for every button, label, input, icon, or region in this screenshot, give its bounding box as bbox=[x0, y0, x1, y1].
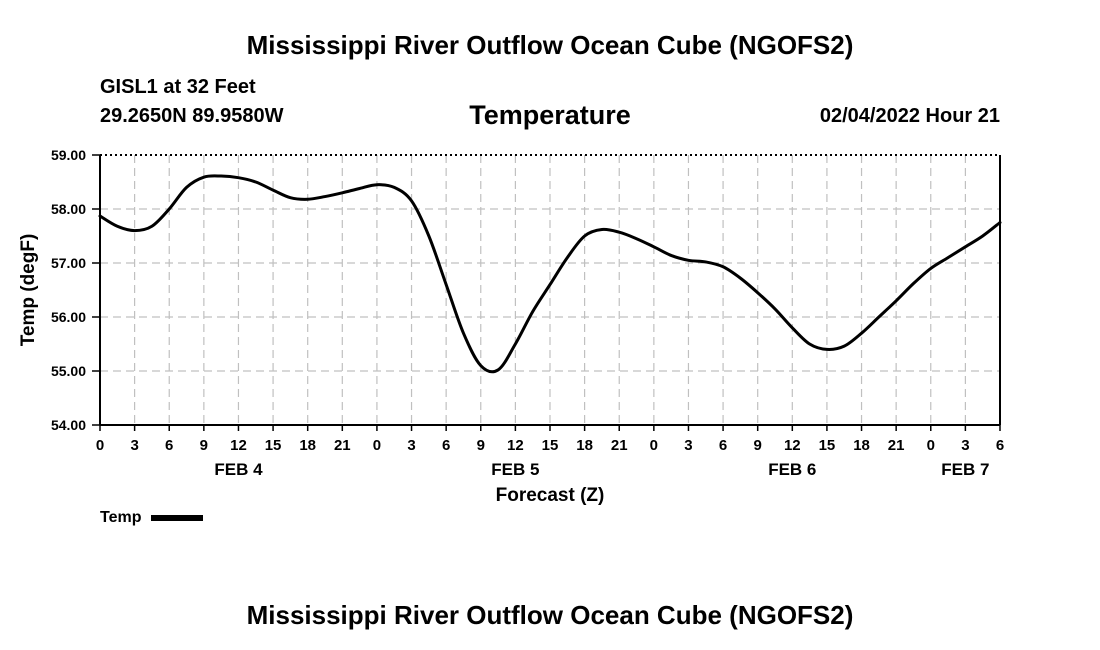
x-tick-label: 3 bbox=[684, 437, 692, 454]
grid-layer bbox=[100, 155, 1000, 425]
axes-layer bbox=[92, 154, 1001, 431]
x-tick-label: 15 bbox=[265, 437, 282, 454]
legend-label-temp: Temp bbox=[100, 509, 142, 526]
x-tick-label: 18 bbox=[853, 437, 870, 454]
series-layer bbox=[98, 174, 1002, 374]
x-tick-label: 6 bbox=[719, 437, 727, 454]
y-tick-label: 54.00 bbox=[51, 417, 86, 433]
x-tick-label: 9 bbox=[477, 437, 485, 454]
y-axis-label: Temp (degF) bbox=[18, 234, 39, 347]
x-tick-label: 0 bbox=[96, 437, 104, 454]
x-tick-label: 9 bbox=[754, 437, 762, 454]
x-tick-label: 21 bbox=[334, 437, 351, 454]
datetime-label: 02/04/2022 Hour 21 bbox=[819, 105, 1000, 127]
y-tick-label: 58.00 bbox=[51, 201, 86, 217]
x-tick-label: 15 bbox=[542, 437, 559, 454]
y-tick-label: 57.00 bbox=[51, 255, 86, 271]
series-line-temp bbox=[98, 174, 1002, 374]
x-tick-label: 12 bbox=[507, 437, 524, 454]
date-label: FEB 7 bbox=[941, 460, 989, 479]
date-label: FEB 4 bbox=[214, 460, 263, 479]
date-label: FEB 5 bbox=[491, 460, 539, 479]
legend: Temp bbox=[100, 509, 204, 527]
x-tick-label: 9 bbox=[200, 437, 208, 454]
coordinates-label: 29.2650N 89.9580W bbox=[100, 105, 284, 127]
x-tick-label: 15 bbox=[819, 437, 836, 454]
date-label: FEB 6 bbox=[768, 460, 816, 479]
y-tick-label: 56.00 bbox=[51, 309, 86, 325]
x-tick-label: 0 bbox=[373, 437, 381, 454]
x-tick-label: 21 bbox=[888, 437, 905, 454]
footer-title: Mississippi River Outflow Ocean Cube (NG… bbox=[246, 600, 854, 630]
x-tick-label: 3 bbox=[407, 437, 415, 454]
y-tick-label: 59.00 bbox=[51, 147, 86, 163]
x-tick-label: 6 bbox=[442, 437, 450, 454]
x-tick-label: 6 bbox=[165, 437, 173, 454]
x-tick-label: 3 bbox=[961, 437, 969, 454]
x-tick-label: 12 bbox=[230, 437, 247, 454]
x-tick-label: 21 bbox=[611, 437, 628, 454]
x-tick-label: 3 bbox=[130, 437, 138, 454]
x-tick-label: 0 bbox=[650, 437, 658, 454]
x-tick-label: 0 bbox=[927, 437, 935, 454]
y-tick-label: 55.00 bbox=[51, 363, 86, 379]
x-tick-label: 18 bbox=[299, 437, 316, 454]
chart-title: Temperature bbox=[469, 100, 631, 130]
x-axis-label: Forecast (Z) bbox=[496, 485, 605, 506]
station-label: GISL1 at 32 Feet bbox=[100, 76, 256, 98]
main-title: Mississippi River Outflow Ocean Cube (NG… bbox=[246, 30, 854, 60]
x-tick-label: 18 bbox=[576, 437, 593, 454]
legend-swatch-temp bbox=[151, 515, 204, 521]
labels-layer: 0 3 6 9 12 15 18 21 0 3 6 9 12 15 18 21 0 3 6 9 12 15 18 21 0 3 6 5… bbox=[18, 147, 1004, 506]
x-tick-label: 12 bbox=[784, 437, 801, 454]
x-tick-label: 6 bbox=[996, 437, 1004, 454]
